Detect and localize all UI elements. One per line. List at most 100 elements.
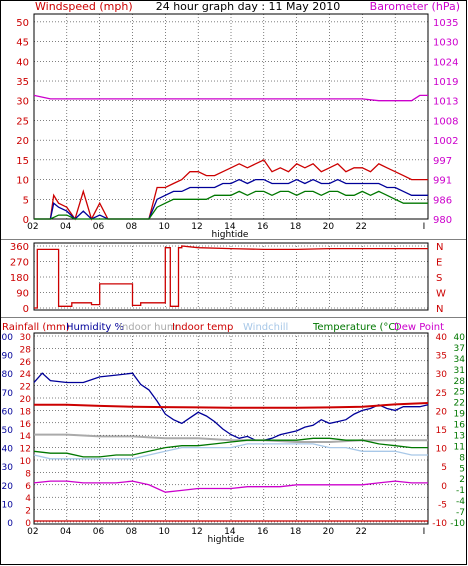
x-tick: 04 xyxy=(60,527,72,537)
series-line-dew-point xyxy=(33,480,428,493)
temp-tick-b: 5 xyxy=(459,464,465,474)
x-tick: 02 xyxy=(27,527,38,537)
legend-windchill: Windchill xyxy=(243,322,288,333)
compass-tick: N xyxy=(436,304,443,315)
temp-tick-a: 40 xyxy=(436,333,448,343)
legend-indoor-hum: Indoor hum xyxy=(119,322,177,333)
temp-tick-b: 2 xyxy=(459,475,465,485)
humidity-tick: 70 xyxy=(2,389,14,399)
x-tick: 12 xyxy=(191,527,202,537)
series-line-windchill xyxy=(33,443,428,460)
barometer-tick: 1035 xyxy=(433,18,458,29)
rainfall-tick: 26 xyxy=(20,358,32,368)
barometer-tick: 1002 xyxy=(433,136,458,147)
temp-tick-a: 25 xyxy=(436,389,447,399)
barometer-tick: 986 xyxy=(433,195,452,206)
humidity-tick: 10 xyxy=(2,500,14,510)
windspeed-tick-labels: 0 5 10 15 20 25 30 35 40 45 50 xyxy=(16,18,29,226)
temp-tick-b: 34 xyxy=(454,355,466,365)
direction-tick: 360 xyxy=(10,242,29,253)
windspeed-tick: 50 xyxy=(16,18,29,29)
x-tick: 04 xyxy=(60,222,72,232)
barometer-tick: 991 xyxy=(433,176,452,187)
temp-tick-a: 0 xyxy=(441,482,447,492)
series-line-barometer-hpa- xyxy=(33,94,428,102)
compass-tick: E xyxy=(436,258,442,269)
humidity-tick: 50 xyxy=(2,426,14,436)
legend-dew-point: Dew Point xyxy=(394,322,444,333)
x-tick: 06 xyxy=(93,527,105,537)
rainfall-tick: 8 xyxy=(25,469,31,479)
rainfall-tick: 6 xyxy=(25,482,31,492)
direction-tick: 180 xyxy=(10,273,29,284)
humidity-tick: 40 xyxy=(2,445,14,455)
temp-tick-b: 37 xyxy=(454,344,465,354)
windspeed-tick: 45 xyxy=(16,38,29,49)
humidity-tick: 0 xyxy=(7,519,13,529)
temp-tick-b: 22 xyxy=(454,399,465,409)
panel1-grid xyxy=(34,14,429,220)
temp-tick-a: -10 xyxy=(432,519,447,529)
panel2-series xyxy=(34,245,428,309)
windspeed-tick: 30 xyxy=(16,97,29,108)
rainfall-tick: 24 xyxy=(20,370,32,380)
windspeed-tick: 0 xyxy=(23,215,29,226)
temp-tick-b: -1 xyxy=(456,486,465,496)
rainfall-tick: 20 xyxy=(20,395,32,405)
x-tick: 16 xyxy=(257,222,269,232)
direction-tick: 0 xyxy=(23,304,29,315)
panel3-series xyxy=(33,372,429,522)
windspeed-tick: 20 xyxy=(16,136,29,147)
series-line-humidity- xyxy=(33,372,429,441)
barometer-tick: 1008 xyxy=(433,116,458,127)
temp-tick-b: -7 xyxy=(456,508,465,518)
compass-tick: W xyxy=(436,289,446,300)
panel3-legend: Rainfall (mm) Humidity % Indoor hum Indo… xyxy=(2,322,444,333)
temp-tick-b: 19 xyxy=(454,410,466,420)
barometer-tick: 997 xyxy=(433,156,452,167)
temp-tick-a: 5 xyxy=(441,463,447,473)
rainfall-tick: 2 xyxy=(25,507,31,517)
humidity-tick: 100 xyxy=(0,333,13,343)
windspeed-axis-title: Windspeed (mph) xyxy=(35,0,133,13)
humidity-tick: 20 xyxy=(2,482,14,492)
direction-tick: 90 xyxy=(16,289,29,300)
series-line-wind-direction xyxy=(34,245,428,309)
legend-indoor-temp: Indoor temp xyxy=(172,322,233,333)
rainfall-tick: 30 xyxy=(20,333,32,343)
windspeed-tick: 5 xyxy=(23,195,29,206)
rainfall-tick: 28 xyxy=(20,345,32,355)
legend-humidity: Humidity % xyxy=(66,322,124,333)
barometer-tick: 1013 xyxy=(433,97,458,108)
humidity-tick: 80 xyxy=(2,370,14,380)
humidity-tick: 90 xyxy=(2,352,14,362)
barometer-tick: 1030 xyxy=(433,38,458,49)
panel3-frame xyxy=(33,332,429,525)
x-tick: 10 xyxy=(158,222,170,232)
temp-tick-a: 20 xyxy=(436,407,448,417)
chart-title: 24 hour graph day : 11 May 2010 xyxy=(156,0,341,13)
compass-tick: S xyxy=(436,273,442,284)
x-tick: 22 xyxy=(355,527,366,537)
x-tick: 20 xyxy=(323,527,335,537)
temp-tick-a: -5 xyxy=(438,500,447,510)
temp-tick-b: -4 xyxy=(456,497,465,507)
x-tick: 18 xyxy=(290,222,302,232)
temp-tick-a: 30 xyxy=(436,370,448,380)
temp-tick-b: -10 xyxy=(450,519,465,529)
temp-tick-b: 16 xyxy=(454,421,466,431)
windspeed-tick: 15 xyxy=(16,156,29,167)
x-tick: 06 xyxy=(93,222,105,232)
x-tick: I xyxy=(423,527,426,537)
x-tick: 14 xyxy=(224,222,236,232)
legend-temperature: Temperature (°C) xyxy=(312,322,399,333)
rainfall-tick: 4 xyxy=(25,494,31,504)
x-tick: 08 xyxy=(126,527,138,537)
rainfall-tick: 16 xyxy=(20,420,32,430)
humidity-tick: 30 xyxy=(2,463,14,473)
legend-rainfall: Rainfall (mm) xyxy=(2,322,70,333)
rainfall-tick: 0 xyxy=(25,519,31,529)
hightide-label-1: hightide xyxy=(212,230,249,240)
